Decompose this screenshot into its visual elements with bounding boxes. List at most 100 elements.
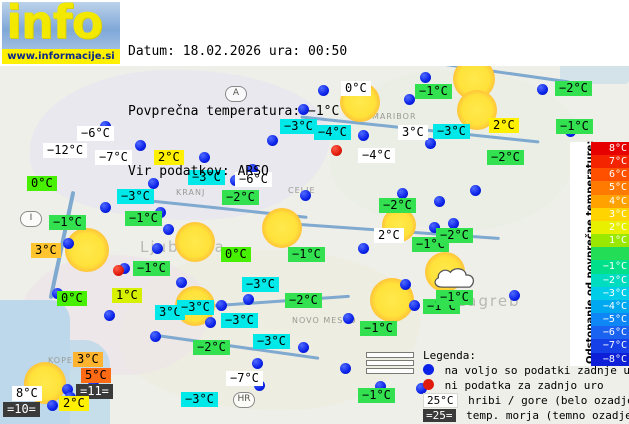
station-dot-has-data[interactable] xyxy=(119,263,130,274)
cloud-icon xyxy=(430,262,480,290)
scale-step: −5°C xyxy=(591,313,629,327)
station-temperature-label: −2°C xyxy=(285,293,322,308)
station-dot-no-data[interactable] xyxy=(113,265,124,276)
sun-icon xyxy=(262,208,302,248)
station-temperature-label: −1°C xyxy=(360,321,397,336)
station-temperature-label: −3°C xyxy=(253,334,290,349)
scale-step: 5°C xyxy=(591,181,629,195)
station-temperature-label: 0°C xyxy=(341,81,371,96)
station-dot-has-data[interactable] xyxy=(216,300,227,311)
legend-mountain-text: hribi / gore (belo ozadje) xyxy=(468,394,629,407)
country-marker-a: A xyxy=(225,86,247,102)
station-temperature-label: −3°C xyxy=(177,300,214,315)
header-info-block: Datum: 18.02.2026 ura: 00:50 Povprečna t… xyxy=(128,2,347,222)
station-temperature-label: −3°C xyxy=(221,313,258,328)
station-dot-has-data[interactable] xyxy=(470,185,481,196)
informacije-logo[interactable]: info www.informacije.si xyxy=(2,2,120,64)
station-dot-has-data[interactable] xyxy=(300,190,311,201)
station-dot-has-data[interactable] xyxy=(404,94,415,105)
scale-step: 4°C xyxy=(591,194,629,208)
scale-step: 7°C xyxy=(591,155,629,169)
station-dot-has-data[interactable] xyxy=(243,294,254,305)
scale-step: −6°C xyxy=(591,326,629,340)
station-dot-has-data[interactable] xyxy=(358,243,369,254)
station-dot-has-data[interactable] xyxy=(343,313,354,324)
station-dot-has-data[interactable] xyxy=(199,152,210,163)
station-temperature-label: 0°C xyxy=(221,247,251,262)
page-header: info www.informacije.si Datum: 18.02.202… xyxy=(0,0,629,179)
station-dot-has-data[interactable] xyxy=(47,400,58,411)
station-dot-has-data[interactable] xyxy=(416,383,427,394)
country-marker-i: I xyxy=(20,211,42,227)
scale-step: −2°C xyxy=(591,273,629,287)
station-dot-has-data[interactable] xyxy=(409,300,420,311)
place-name: NOVO MESTO xyxy=(292,316,357,325)
station-temperature-label: 3°C xyxy=(398,125,428,140)
station-dot-has-data[interactable] xyxy=(429,222,440,233)
sea-chip-sample: =25= xyxy=(423,409,456,422)
station-dot-has-data[interactable] xyxy=(537,84,548,95)
lake-balaton-area xyxy=(560,62,629,84)
country-marker-hr: HR xyxy=(233,392,255,408)
sea-temperature-label: =10= xyxy=(3,402,40,417)
station-dot-has-data[interactable] xyxy=(375,381,386,392)
station-temperature-label: 5°C xyxy=(81,368,111,383)
station-dot-has-data[interactable] xyxy=(425,138,436,149)
station-dot-has-data[interactable] xyxy=(358,130,369,141)
scale-step: −7°C xyxy=(591,339,629,353)
station-temperature-label: −1°C xyxy=(556,119,593,134)
station-temperature-label: −3°C xyxy=(117,189,154,204)
station-temperature-label: 2°C xyxy=(59,396,89,411)
station-temperature-label: −2°C xyxy=(222,190,259,205)
place-name: MARIBOR xyxy=(372,112,417,121)
station-temperature-label: −7°C xyxy=(95,150,132,165)
station-dot-has-data[interactable] xyxy=(397,188,408,199)
sun-icon xyxy=(65,228,109,272)
station-temperature-label: −12°C xyxy=(43,143,88,158)
station-temperature-label: −6°C xyxy=(235,172,272,187)
station-dot-has-data[interactable] xyxy=(135,140,146,151)
scale-color-bars: 8°C 7°C 6°C 5°C 4°C 3°C 2°C 1°C −1°C −2°C −3°C −4°C… xyxy=(591,142,629,366)
station-dot-has-data[interactable] xyxy=(318,85,329,96)
station-dot-has-data[interactable] xyxy=(152,243,163,254)
station-dot-has-data[interactable] xyxy=(252,358,263,369)
station-temperature-label: −3°C xyxy=(181,392,218,407)
station-dot-no-data[interactable] xyxy=(331,145,342,156)
scale-step: 8°C xyxy=(591,142,629,156)
station-temperature-label: −6°C xyxy=(77,126,114,141)
station-dot-has-data[interactable] xyxy=(340,363,351,374)
station-temperature-label: −1°C xyxy=(133,261,170,276)
station-dot-has-data[interactable] xyxy=(509,290,520,301)
station-dot-has-data[interactable] xyxy=(104,310,115,321)
station-dot-has-data[interactable] xyxy=(205,317,216,328)
scale-step: −4°C xyxy=(591,299,629,314)
station-temperature-label: −4°C xyxy=(314,125,351,140)
station-dot-has-data[interactable] xyxy=(267,135,278,146)
scale-axis-title: Odstopanje od povprečne temperature: xyxy=(570,141,596,366)
station-dot-has-data[interactable] xyxy=(448,218,459,229)
station-dot-has-data[interactable] xyxy=(247,164,258,175)
scale-step: −8°C xyxy=(591,352,629,366)
station-dot-has-data[interactable] xyxy=(420,72,431,83)
legend-title: Legenda: xyxy=(423,349,476,362)
station-temperature-label: 2°C xyxy=(489,118,519,133)
place-name: KOPER xyxy=(48,356,80,365)
scale-step: 6°C xyxy=(591,168,629,182)
station-temperature-label: −3°C xyxy=(242,277,279,292)
station-dot-has-data[interactable] xyxy=(400,279,411,290)
station-dot-has-data[interactable] xyxy=(434,196,445,207)
header-source-line: Vir podatkov: ARSO xyxy=(128,164,269,179)
legend-row-sea: =25= temp. morja (temno ozadje) xyxy=(423,408,629,423)
station-dot-has-data[interactable] xyxy=(62,384,73,395)
station-dot-has-data[interactable] xyxy=(298,342,309,353)
station-dot-has-data[interactable] xyxy=(176,277,187,288)
station-dot-has-data[interactable] xyxy=(163,224,174,235)
station-temperature-label: −3°C xyxy=(433,124,470,139)
station-dot-has-data[interactable] xyxy=(148,178,159,189)
logo-url-text: www.informacije.si xyxy=(7,51,115,62)
station-dot-has-data[interactable] xyxy=(63,238,74,249)
station-dot-has-data[interactable] xyxy=(100,202,111,213)
station-temperature-label: 3°C xyxy=(73,352,103,367)
station-dot-has-data[interactable] xyxy=(150,331,161,342)
station-dot-has-data[interactable] xyxy=(298,104,309,115)
